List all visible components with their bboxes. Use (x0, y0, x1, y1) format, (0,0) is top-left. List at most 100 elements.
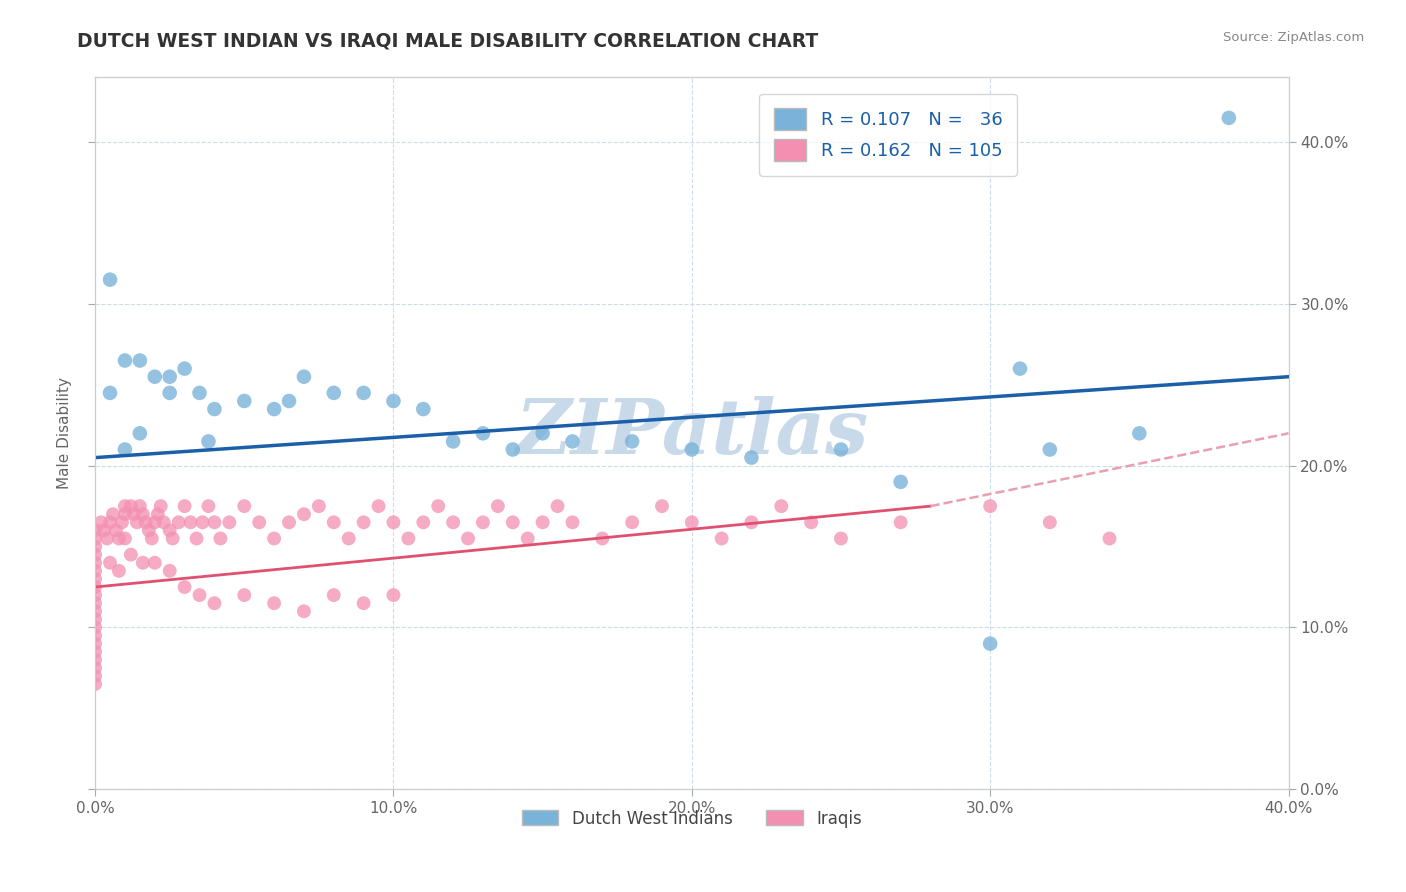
Point (84, 596, 107, 610)
Point (197, 499, 219, 513)
Point (367, 499, 389, 513)
Point (143, 556, 166, 570)
Point (98, 556, 121, 570)
Point (84, 669, 107, 683)
Point (502, 442, 524, 457)
Point (188, 385, 211, 400)
Point (159, 564, 181, 578)
Point (84, 524, 107, 538)
Point (204, 596, 226, 610)
Legend: Dutch West Indians, Iraqis: Dutch West Indians, Iraqis (515, 803, 869, 834)
Point (471, 426, 494, 441)
Point (1008, 361, 1031, 376)
Point (292, 604, 315, 618)
Point (830, 442, 852, 457)
Point (292, 369, 315, 384)
Point (233, 394, 256, 409)
Point (322, 385, 344, 400)
Point (308, 499, 330, 513)
Point (278, 516, 301, 530)
Point (979, 637, 1001, 651)
Point (114, 499, 136, 513)
Point (162, 532, 184, 546)
Point (1039, 442, 1062, 457)
Point (84, 653, 107, 667)
Point (84, 645, 107, 659)
Point (128, 426, 150, 441)
Point (84, 572, 107, 586)
Point (84, 548, 107, 562)
Point (218, 516, 240, 530)
Point (186, 532, 208, 546)
Point (114, 507, 136, 521)
Point (108, 564, 131, 578)
Point (90, 516, 112, 530)
Point (128, 499, 150, 513)
Point (233, 588, 256, 602)
Point (486, 499, 509, 513)
Point (1218, 111, 1240, 125)
Point (263, 596, 285, 610)
Text: ZIPatlas: ZIPatlas (515, 396, 869, 470)
Point (143, 369, 166, 384)
Point (122, 507, 145, 521)
Point (561, 516, 583, 530)
Point (247, 516, 270, 530)
Point (114, 442, 136, 457)
Point (263, 402, 285, 417)
Point (159, 369, 181, 384)
Point (457, 532, 479, 546)
Point (681, 442, 703, 457)
Point (591, 532, 613, 546)
Point (353, 516, 375, 530)
Point (890, 516, 912, 530)
Point (278, 394, 301, 409)
Point (263, 532, 285, 546)
Text: DUTCH WEST INDIAN VS IRAQI MALE DISABILITY CORRELATION CHART: DUTCH WEST INDIAN VS IRAQI MALE DISABILI… (77, 31, 818, 50)
Point (204, 402, 226, 417)
Point (84, 532, 107, 546)
Point (138, 524, 160, 538)
Point (96, 532, 118, 546)
Point (441, 516, 464, 530)
Point (209, 532, 232, 546)
Point (84, 604, 107, 618)
Point (740, 450, 762, 465)
Point (108, 532, 131, 546)
Point (191, 516, 214, 530)
Point (98, 273, 121, 287)
Point (84, 564, 107, 578)
Point (180, 516, 202, 530)
Point (651, 499, 673, 513)
Point (531, 516, 554, 530)
Point (471, 516, 494, 530)
Text: Source: ZipAtlas.com: Source: ZipAtlas.com (1223, 31, 1364, 45)
Point (353, 596, 375, 610)
Y-axis label: Male Disability: Male Disability (58, 377, 72, 490)
Point (84, 677, 107, 691)
Point (427, 499, 450, 513)
Point (173, 499, 195, 513)
Point (396, 532, 419, 546)
Point (167, 516, 190, 530)
Point (441, 434, 464, 449)
Point (1128, 426, 1150, 441)
Point (104, 524, 127, 538)
Point (152, 516, 174, 530)
Point (204, 516, 226, 530)
Point (143, 516, 166, 530)
Point (412, 402, 434, 417)
Point (120, 499, 142, 513)
Point (621, 434, 644, 449)
Point (322, 588, 344, 602)
Point (135, 516, 157, 530)
Point (101, 507, 124, 521)
Point (382, 516, 405, 530)
Point (84, 540, 107, 554)
Point (1098, 532, 1121, 546)
Point (800, 516, 823, 530)
Point (120, 548, 142, 562)
Point (353, 385, 375, 400)
Point (84, 588, 107, 602)
Point (159, 524, 181, 538)
